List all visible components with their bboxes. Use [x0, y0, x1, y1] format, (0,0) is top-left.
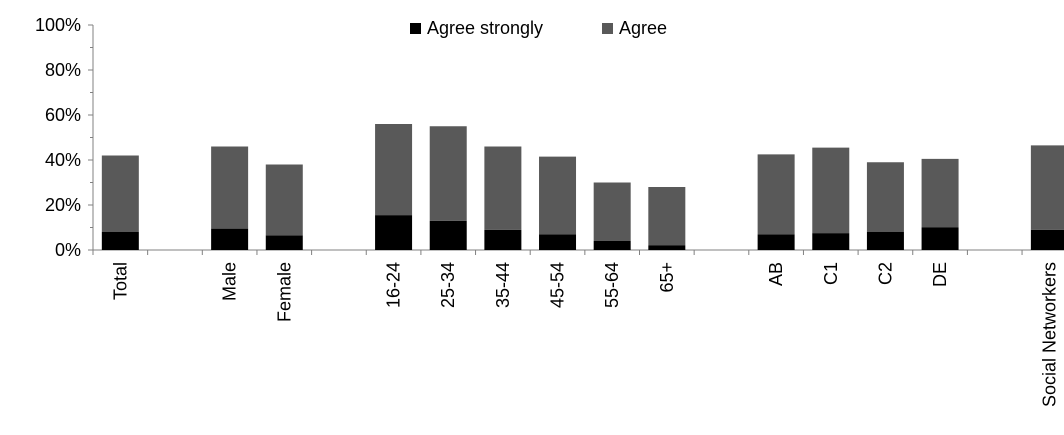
bar-agree-male: [211, 146, 249, 229]
x-category-label: AB: [766, 262, 786, 286]
bar-agree-16-24: [375, 124, 413, 216]
bar-agree-45-54: [539, 156, 577, 235]
bar-agree-35-44: [484, 146, 522, 230]
x-category-label: Female: [274, 262, 294, 322]
bar-agree-strongly-de: [921, 227, 959, 250]
x-category-label: 65+: [657, 262, 677, 293]
legend: Agree strongly Agree: [410, 18, 667, 38]
bar-agree-c2: [866, 162, 904, 232]
bar-agree-social-networkers: [1030, 145, 1064, 230]
bar-agree-strongly-total: [101, 232, 139, 250]
x-category-label: 45-54: [548, 262, 568, 308]
bar-agree-65-: [648, 187, 686, 246]
bar-agree-strongly-25-34: [429, 220, 467, 250]
y-tick-label: 60%: [45, 105, 81, 125]
bar-agree-female: [265, 164, 303, 236]
x-category-label: Total: [110, 262, 130, 300]
y-tick-label: 40%: [45, 150, 81, 170]
y-tick-label: 100%: [35, 15, 81, 35]
bar-agree-25-34: [429, 126, 467, 221]
x-category-label: 16-24: [384, 262, 404, 308]
bar-agree-total: [101, 155, 139, 232]
y-tick-label: 20%: [45, 195, 81, 215]
x-category-label: 55-64: [602, 262, 622, 308]
x-category-label: DE: [930, 262, 950, 287]
bar-agree-strongly-55-64: [593, 241, 631, 250]
bar-agree-strongly-16-24: [375, 215, 413, 250]
legend-swatch-agree-strongly: [410, 23, 421, 34]
x-category-label: Social Networkers: [1039, 262, 1059, 407]
bar-agree-ab: [757, 154, 795, 235]
bar-agree-strongly-c1: [812, 233, 850, 250]
bar-agree-strongly-65-: [648, 245, 686, 250]
bar-agree-strongly-35-44: [484, 229, 522, 250]
legend-label-agree: Agree: [619, 18, 667, 38]
x-category-label: Male: [220, 262, 240, 301]
x-category-label: C1: [821, 262, 841, 285]
bar-agree-strongly-male: [211, 228, 249, 250]
x-category-label: 25-34: [438, 262, 458, 308]
bar-agree-strongly-female: [265, 235, 303, 250]
bar-agree-55-64: [593, 182, 631, 241]
legend-swatch-agree: [602, 23, 613, 34]
y-tick-label: 0%: [55, 240, 81, 260]
bar-agree-strongly-45-54: [539, 234, 577, 250]
x-category-label: C2: [875, 262, 895, 285]
category-labels-layer: Total Male Female 16-24 25-34 35-44 45-54 55-64…: [110, 262, 1059, 407]
bar-agree-c1: [812, 147, 850, 234]
bar-agree-strongly-c2: [866, 232, 904, 250]
bar-agree-strongly-social-networkers: [1030, 229, 1064, 250]
bars-layer: [101, 124, 1064, 250]
legend-label-agree-strongly: Agree strongly: [427, 18, 543, 38]
bar-agree-de: [921, 158, 959, 228]
y-tick-label: 80%: [45, 60, 81, 80]
bar-agree-strongly-ab: [757, 234, 795, 250]
x-category-label: 35-44: [493, 262, 513, 308]
